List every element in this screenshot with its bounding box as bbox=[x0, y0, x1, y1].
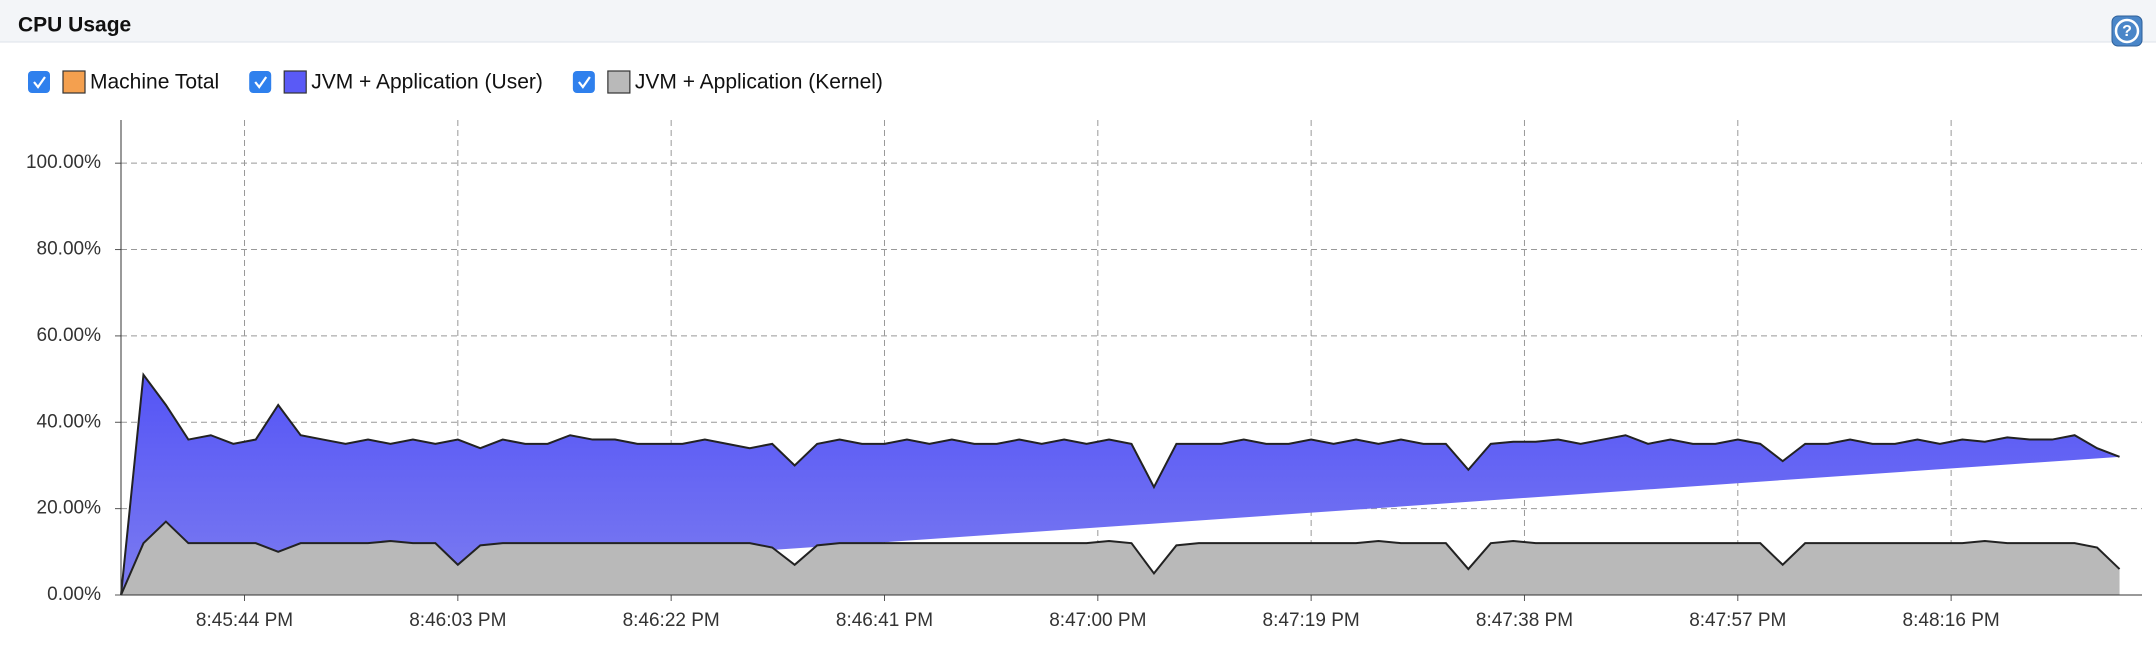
legend-label: JVM + Application (User) bbox=[311, 71, 543, 94]
y-tick-label: 60.00% bbox=[37, 325, 102, 346]
x-tick-label: 8:46:41 PM bbox=[836, 610, 933, 631]
legend-item[interactable]: Machine Total bbox=[28, 70, 219, 94]
x-tick-label: 8:46:03 PM bbox=[409, 610, 506, 631]
legend-label: JVM + Application (Kernel) bbox=[635, 71, 883, 94]
legend-item[interactable]: JVM + Application (User) bbox=[249, 70, 543, 94]
x-tick-label: 8:47:19 PM bbox=[1263, 610, 1360, 631]
checkmark bbox=[578, 76, 591, 89]
y-tick-label: 100.00% bbox=[26, 152, 101, 173]
y-tick-label: 0.00% bbox=[47, 584, 101, 605]
legend-checkbox[interactable] bbox=[249, 71, 272, 93]
legend-label: Machine Total bbox=[90, 71, 219, 94]
legend-swatch bbox=[607, 70, 631, 94]
x-tick-label: 8:47:00 PM bbox=[1049, 610, 1146, 631]
x-tick-label: 8:47:38 PM bbox=[1476, 610, 1573, 631]
checkmark bbox=[254, 76, 268, 89]
legend-swatch bbox=[62, 70, 86, 94]
checkmark bbox=[33, 76, 46, 89]
x-tick-label: 8:47:57 PM bbox=[1689, 610, 1786, 631]
area bbox=[121, 374, 2120, 595]
help-button[interactable]: ? bbox=[2111, 15, 2143, 47]
svg-text:?: ? bbox=[2122, 23, 2132, 40]
area-line bbox=[120, 520, 2121, 596]
legend-checkbox[interactable] bbox=[28, 71, 50, 93]
y-tick-label: 80.00% bbox=[37, 239, 102, 260]
area bbox=[121, 521, 2120, 595]
x-tick-label: 8:46:22 PM bbox=[623, 610, 720, 631]
chart-title: CPU Usage bbox=[18, 14, 131, 37]
y-tick-label: 40.00% bbox=[37, 411, 102, 432]
y-tick-label: 20.00% bbox=[37, 498, 102, 519]
legend-swatch bbox=[283, 70, 307, 94]
x-tick-label: 8:48:16 PM bbox=[1903, 610, 2000, 631]
area-line bbox=[120, 372, 2120, 596]
x-tick-label: 8:45:44 PM bbox=[196, 610, 293, 631]
legend-checkbox[interactable] bbox=[572, 71, 595, 93]
legend-item[interactable]: JVM + Application (Kernel) bbox=[572, 70, 883, 94]
header-bar bbox=[0, 0, 2156, 42]
